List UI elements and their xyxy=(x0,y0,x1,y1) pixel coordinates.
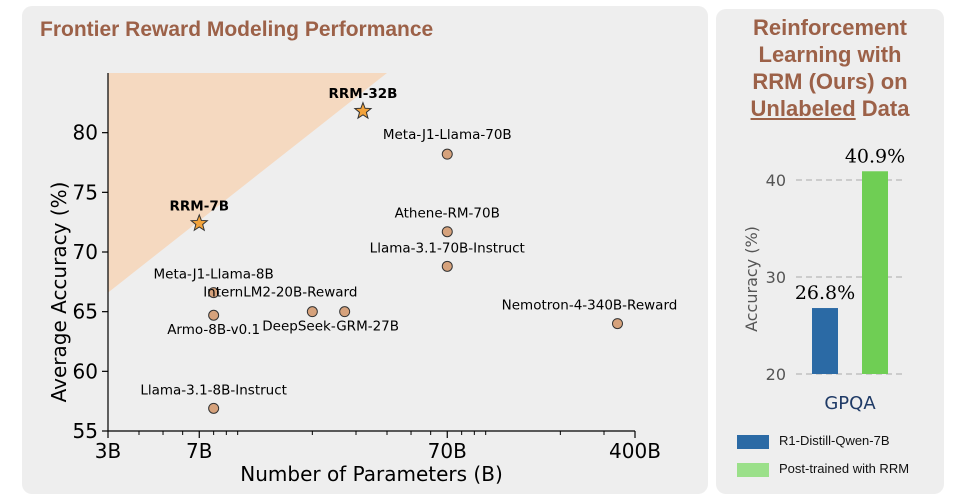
point-meta-j1-llama-8b xyxy=(208,287,220,299)
bar-y-tick-label-30: 30 xyxy=(766,268,786,287)
star-point-rrm-7b xyxy=(189,213,209,232)
y-tick-label-60: 60 xyxy=(73,359,98,383)
legend-swatch-r1-distill xyxy=(737,434,769,449)
shaded-region xyxy=(108,73,387,293)
x-tick-label-3b: 3B xyxy=(95,439,121,463)
legend-label-r1-distill: R1-Distill-Qwen-7B xyxy=(779,433,890,448)
y-tick-label-55: 55 xyxy=(73,419,98,443)
legend-item-rrm: Post-trained with RRM xyxy=(737,461,909,477)
y-tick-label-65: 65 xyxy=(73,300,98,324)
point-armo-8b-v0-1 xyxy=(208,309,220,321)
bar-r1-distill-qwen-7b xyxy=(812,308,838,374)
bar-y-axis-label: Accuracy (%) xyxy=(742,226,761,332)
legend-label-rrm: Post-trained with RRM xyxy=(779,461,910,476)
point-nemotron-4-340b-reward xyxy=(611,318,623,330)
point-llama-3-1-70b-instruct xyxy=(441,260,453,272)
right-title-line-2: Learning with xyxy=(758,42,902,67)
legend-item-r1-distill: R1-Distill-Qwen-7B xyxy=(737,433,890,449)
point-internlm2-20b-reward xyxy=(306,306,318,318)
point-label-internlm2-20b-reward: InternLM2-20B-Reward xyxy=(203,285,357,301)
x-axis-label: Number of Parameters (B) xyxy=(240,462,503,486)
right-title-underlined: Unlabeled xyxy=(750,96,856,121)
point-llama-3-1-8b-instruct xyxy=(208,402,220,414)
point-label-llama-3-1-8b-instruct: Llama-3.1-8B-Instruct xyxy=(140,382,287,398)
right-title-tail: Data xyxy=(855,96,910,121)
point-label-meta-j1-llama-8b: Meta-J1-Llama-8B xyxy=(154,267,274,283)
bar-y-tick-label-40: 40 xyxy=(766,171,786,190)
bar-value-label-r1-distill-qwen-7b: 26.8% xyxy=(795,282,855,304)
y-tick-label-80: 80 xyxy=(73,121,98,145)
left-chart-title: Frontier Reward Modeling Performance xyxy=(40,18,434,41)
x-tick-label-70b: 70B xyxy=(428,439,467,463)
x-tick-label-400b: 400B xyxy=(609,439,661,463)
right-chart-title: Reinforcement Learning with RRM (Ours) o… xyxy=(716,14,944,122)
right-title-line-3: RRM (Ours) on xyxy=(752,69,908,94)
star-point-rrm-32b xyxy=(353,101,373,120)
bar-post-trained-with-rrm xyxy=(862,171,888,374)
star-label-rrm-7b: RRM-7B xyxy=(170,198,230,214)
point-label-deepseek-grm-27b: DeepSeek-GRM-27B xyxy=(262,319,399,335)
right-title-line-4: Unlabeled Data xyxy=(716,95,944,122)
y-tick-label-70: 70 xyxy=(73,240,98,264)
point-label-meta-j1-llama-70b: Meta-J1-Llama-70B xyxy=(383,127,512,143)
point-athene-rm-70b xyxy=(441,226,453,238)
right-title-line-1: Reinforcement xyxy=(752,15,908,40)
point-meta-j1-llama-70b xyxy=(441,148,453,160)
bar-category-label: GPQA xyxy=(824,393,876,414)
point-label-athene-rm-70b: Athene-RM-70B xyxy=(395,206,500,222)
point-label-armo-8b-v0-1: Armo-8B-v0.1 xyxy=(167,322,260,338)
bar-y-tick-label-20: 20 xyxy=(766,365,786,384)
star-label-rrm-32b: RRM-32B xyxy=(329,86,398,102)
y-axis-label: Average Accuracy (%) xyxy=(47,182,71,403)
bar-value-label-post-trained-with-rrm: 40.9% xyxy=(845,145,905,167)
x-tick-label-7b: 7B xyxy=(186,439,212,463)
right-panel xyxy=(716,9,944,494)
point-label-nemotron-4-340b-reward: Nemotron-4-340B-Reward xyxy=(502,298,678,314)
point-deepseek-grm-27b xyxy=(339,306,351,318)
legend-swatch-rrm xyxy=(737,462,769,477)
y-tick-label-75: 75 xyxy=(73,180,98,204)
point-label-llama-3-1-70b-instruct: Llama-3.1-70B-Instruct xyxy=(370,240,525,256)
